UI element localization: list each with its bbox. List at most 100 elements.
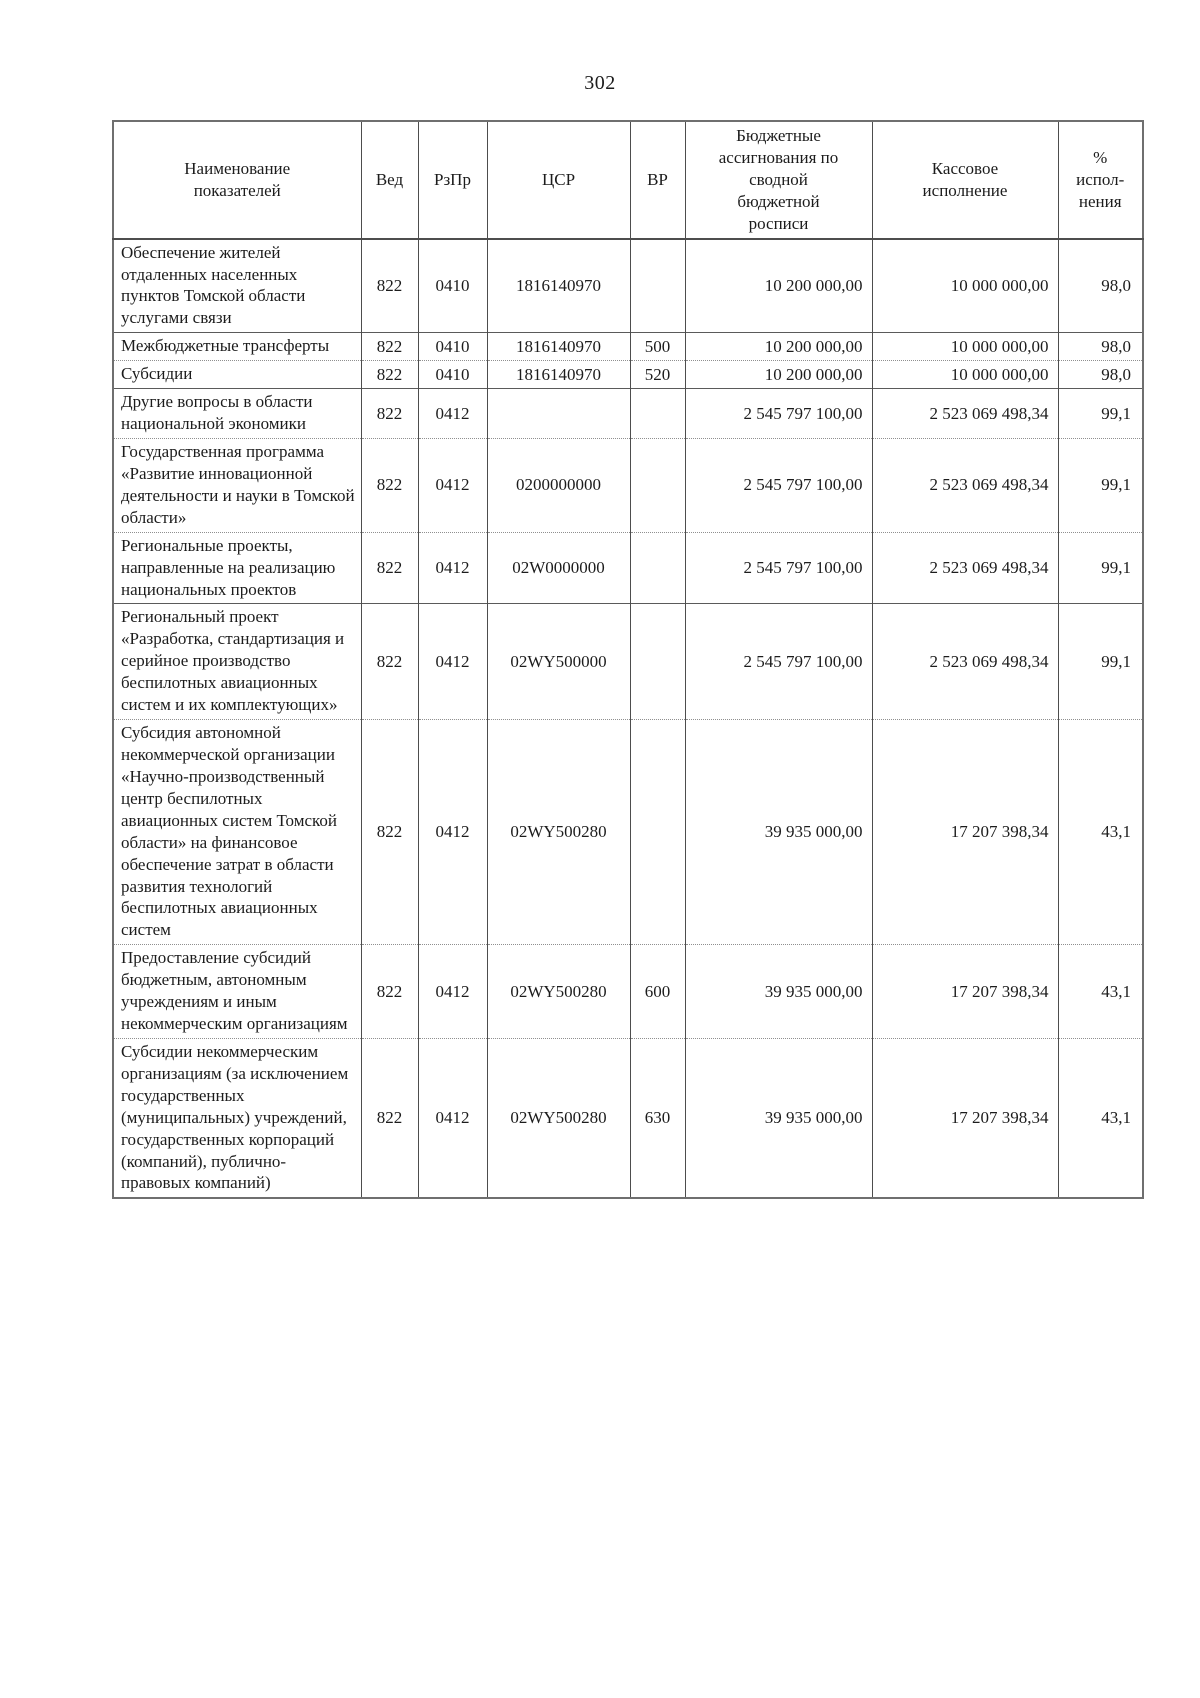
cell-vr: 500 [629,332,685,361]
cell-ved: 822 [360,438,418,533]
cell-budget-allocation: 2 545 797 100,00 [684,388,872,439]
column-header-csr: ЦСР [486,121,630,239]
cell-indicator-name: Региональные проекты, направленные на ре… [121,535,336,599]
cell-csr: 1816140970 [486,238,630,333]
column-header-vr: ВР [629,121,685,239]
table-row: Субсидии 822 0410 1816140970 520 10 200 … [113,360,1143,389]
cell-cash-execution: 2 523 069 498,34 [871,438,1058,533]
cell-indicator-name: Предоставление субсидий бюджетным, автон… [121,948,348,1034]
page-number: 302 [584,72,616,94]
cell-budget-allocation: 10 200 000,00 [684,360,872,389]
cell-cash-execution: 2 523 069 498,34 [871,532,1058,604]
cell-percent-execution: 99,1 [1057,532,1143,604]
table-row: Государственная программа «Развитие инно… [113,438,1143,533]
table-row: Межбюджетные трансферты 822 0410 1816140… [113,332,1143,361]
cell-ved: 822 [360,719,418,945]
column-header-cash-execution: Кассовое исполнение [871,121,1058,239]
cell-vr: 520 [629,360,685,389]
cell-ved: 822 [360,603,418,720]
cell-ved: 822 [360,360,418,389]
cell-indicator-name: Субсидия автономной некоммерческой орган… [121,723,338,940]
cell-vr [629,603,685,720]
cell-rzpr: 0412 [417,388,487,439]
cell-vr [629,719,685,945]
cell-indicator-name: Субсидии некоммерческим организациям (за… [121,1041,349,1193]
cell-rzpr: 0412 [417,532,487,604]
cell-percent-execution: 98,0 [1057,360,1143,389]
column-header-rzpr: РзПр [417,121,487,239]
cell-indicator-name: Региональный проект «Разработка, стандар… [121,607,345,715]
table-header-row: Наименование показателей Вед РзПр ЦСР ВР… [113,121,1143,239]
cell-csr: 02WY500000 [486,603,630,720]
table-row: Обеспечение жителей отдаленных населенны… [113,238,1143,333]
cell-indicator-name: Другие вопросы в области национальной эк… [121,392,313,434]
cell-ved: 822 [360,238,418,333]
cell-cash-execution: 10 000 000,00 [871,360,1058,389]
cell-csr: 02WY500280 [486,719,630,945]
cell-vr [629,388,685,439]
column-header-budget-allocations: Бюджетные ассигнования по сводной бюджет… [684,121,872,239]
cell-percent-execution: 98,0 [1057,332,1143,361]
cell-csr: 02W0000000 [486,532,630,604]
cell-budget-allocation: 39 935 000,00 [684,1038,872,1199]
cell-rzpr: 0412 [417,603,487,720]
cell-cash-execution: 2 523 069 498,34 [871,388,1058,439]
cell-rzpr: 0412 [417,944,487,1039]
cell-cash-execution: 10 000 000,00 [871,332,1058,361]
cell-budget-allocation: 39 935 000,00 [684,944,872,1039]
cell-indicator-name: Межбюджетные трансферты [121,336,330,356]
cell-percent-execution: 99,1 [1057,388,1143,439]
cell-ved: 822 [360,532,418,604]
cell-budget-allocation: 10 200 000,00 [684,238,872,333]
cell-rzpr: 0410 [417,360,487,389]
table-row: Региональный проект «Разработка, стандар… [113,603,1143,720]
cell-rzpr: 0412 [417,438,487,533]
cell-rzpr: 0412 [417,1038,487,1199]
cell-csr: 02WY500280 [486,1038,630,1199]
cell-rzpr: 0410 [417,332,487,361]
column-header-indicator-name: Наименование показателей [184,158,291,200]
cell-budget-allocation: 39 935 000,00 [684,719,872,945]
table-row: Предоставление субсидий бюджетным, автон… [113,944,1143,1039]
column-header-percent-execution: % испол- нения [1057,121,1143,239]
table-body: Обеспечение жителей отдаленных населенны… [113,238,1143,1199]
table-row: Субсидии некоммерческим организациям (за… [113,1038,1143,1199]
cell-budget-allocation: 2 545 797 100,00 [684,532,872,604]
table-row: Региональные проекты, направленные на ре… [113,532,1143,604]
cell-budget-allocation: 10 200 000,00 [684,332,872,361]
cell-budget-allocation: 2 545 797 100,00 [684,438,872,533]
cell-indicator-name: Субсидии [121,364,193,384]
table-row: Другие вопросы в области национальной эк… [113,388,1143,439]
cell-indicator-name: Государственная программа «Развитие инно… [121,441,355,527]
cell-cash-execution: 17 207 398,34 [871,944,1058,1039]
cell-csr: 0200000000 [486,438,630,533]
cell-csr: 1816140970 [486,332,630,361]
cell-indicator-name: Обеспечение жителей отдаленных населенны… [121,242,306,328]
cell-percent-execution: 98,0 [1057,238,1143,333]
cell-percent-execution: 43,1 [1057,719,1143,945]
cell-vr [629,532,685,604]
cell-cash-execution: 17 207 398,34 [871,1038,1058,1199]
cell-ved: 822 [360,388,418,439]
cell-vr: 600 [629,944,685,1039]
cell-cash-execution: 2 523 069 498,34 [871,603,1058,720]
cell-csr [486,388,630,439]
cell-vr [629,238,685,333]
cell-rzpr: 0412 [417,719,487,945]
column-header-ved: Вед [360,121,418,239]
cell-csr: 02WY500280 [486,944,630,1039]
cell-vr: 630 [629,1038,685,1199]
cell-ved: 822 [360,944,418,1039]
cell-csr: 1816140970 [486,360,630,389]
cell-cash-execution: 17 207 398,34 [871,719,1058,945]
cell-rzpr: 0410 [417,238,487,333]
table-header: Наименование показателей Вед РзПр ЦСР ВР… [113,121,1143,239]
cell-cash-execution: 10 000 000,00 [871,238,1058,333]
cell-ved: 822 [360,1038,418,1199]
cell-budget-allocation: 2 545 797 100,00 [684,603,872,720]
cell-vr [629,438,685,533]
cell-ved: 822 [360,332,418,361]
budget-execution-table: Наименование показателей Вед РзПр ЦСР ВР… [112,120,1144,1200]
table-row: Субсидия автономной некоммерческой орган… [113,719,1143,945]
